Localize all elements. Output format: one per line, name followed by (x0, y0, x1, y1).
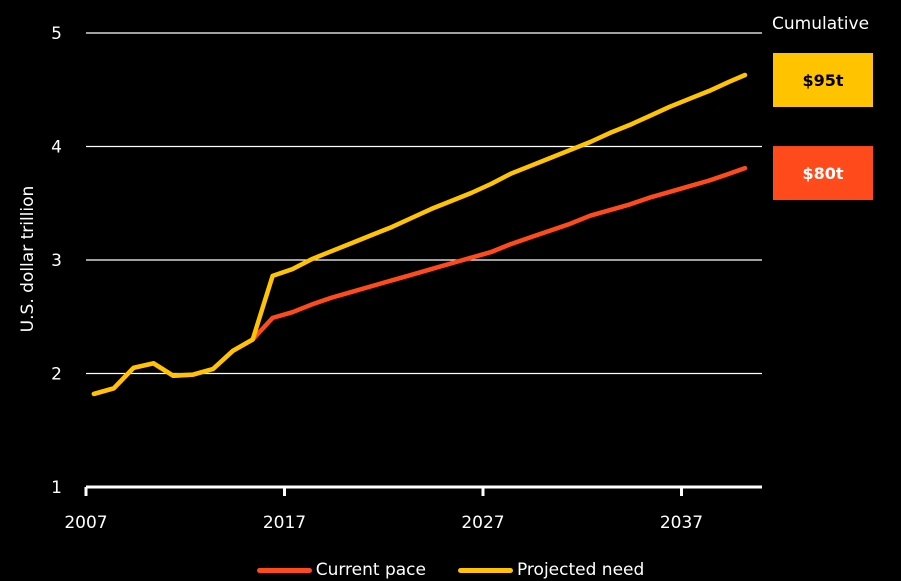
gridlines (86, 32, 762, 375)
y-tick-label-5: 5 (51, 24, 62, 44)
legend-item-projected-need: Projected need (457, 560, 645, 580)
legend-item-current-pace: Current pace (256, 560, 426, 580)
legend-label: Current pace (315, 560, 426, 580)
badge-projected-need: $95t (773, 52, 873, 107)
badge-label: $95t (802, 71, 843, 90)
legend-swatch (457, 567, 513, 573)
badge-box (773, 52, 873, 107)
badge-current-pace: $80t (773, 146, 873, 201)
y-tick-label-1: 1 (51, 478, 62, 498)
y-tick-label-3: 3 (51, 251, 62, 271)
axes: 1 2 3 4 5 2007 2017 2027 2037 U.S. dollar trillio… (18, 24, 762, 533)
series-line-current-pace (91, 165, 748, 397)
legend-label: Projected need (516, 560, 645, 580)
legend: Current pace Projected need (0, 560, 901, 580)
x-tick-label-2017: 2017 (263, 513, 306, 533)
x-tick-label-2027: 2027 (461, 513, 504, 533)
series-line-projected-need (91, 72, 748, 397)
series-lines (91, 72, 748, 397)
x-tick-label-2007: 2007 (64, 513, 107, 533)
annotations: Cumulative $95t $80t (772, 14, 873, 201)
y-axis-title: U.S. dollar trillion (18, 186, 38, 333)
y-tick-label-2: 2 (51, 365, 62, 385)
cumulative-label: Cumulative (772, 14, 869, 34)
x-tick-label-2037: 2037 (660, 513, 703, 533)
badge-box (773, 146, 873, 201)
legend-swatch (256, 567, 312, 573)
badge-label: $80t (802, 164, 843, 183)
y-tick-label-4: 4 (51, 138, 62, 158)
